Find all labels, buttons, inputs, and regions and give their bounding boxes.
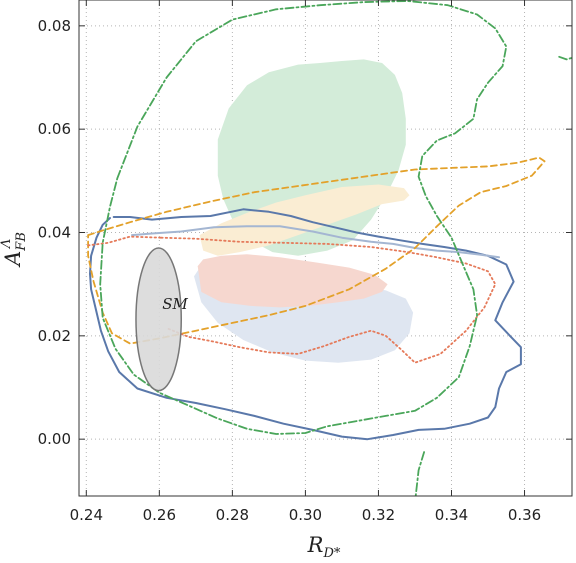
x-tick-label-3: 0.30 [289,506,322,524]
y-tick-label-3: 0.06 [38,120,71,138]
sm-ellipse [135,247,183,392]
solid-contour-5 [131,225,500,259]
y-tick-label-4: 0.08 [38,17,71,35]
dotted-contour-8 [87,235,163,247]
x-axis-title-sub: D* [322,546,340,561]
x-tick-label-4: 0.32 [362,506,395,524]
x-tick-label-6: 0.36 [508,506,541,524]
x-tick-label-2: 0.28 [216,506,249,524]
x-axis-title: RD* [307,533,341,561]
plot-frame [78,0,573,497]
sm-label: SM [162,295,188,313]
x-tick-label-1: 0.26 [143,506,176,524]
y-axis-title-sup: Λ [0,239,14,249]
y-axis-title-sub: FB [14,232,29,252]
dashdot-contour-9 [99,0,508,435]
contour-regions [87,0,572,496]
axis-ticks: 0.24 0.26 0.28 0.30 0.32 0.34 0.36 0.00 0.02 0.04… [38,0,572,524]
x-axis-title-main: R [307,533,324,557]
y-tick-label-2: 0.04 [38,224,71,242]
dashdot-contour-10 [414,451,425,496]
x-tick-label-0: 0.24 [70,506,103,524]
dashdot-contour-11 [558,55,572,61]
y-tick-label-1: 0.02 [38,327,71,345]
y-tick-label-0: 0.00 [38,430,71,448]
y-axis-title: AFBΛ [0,232,29,268]
solid-contour-4 [89,208,522,441]
sm-ellipse-group: SM [135,247,188,392]
y-axis-title-main: A [1,251,25,268]
x-tick-label-5: 0.34 [435,506,468,524]
dotted-contour-7 [160,236,497,364]
filled-region-3 [197,254,388,308]
